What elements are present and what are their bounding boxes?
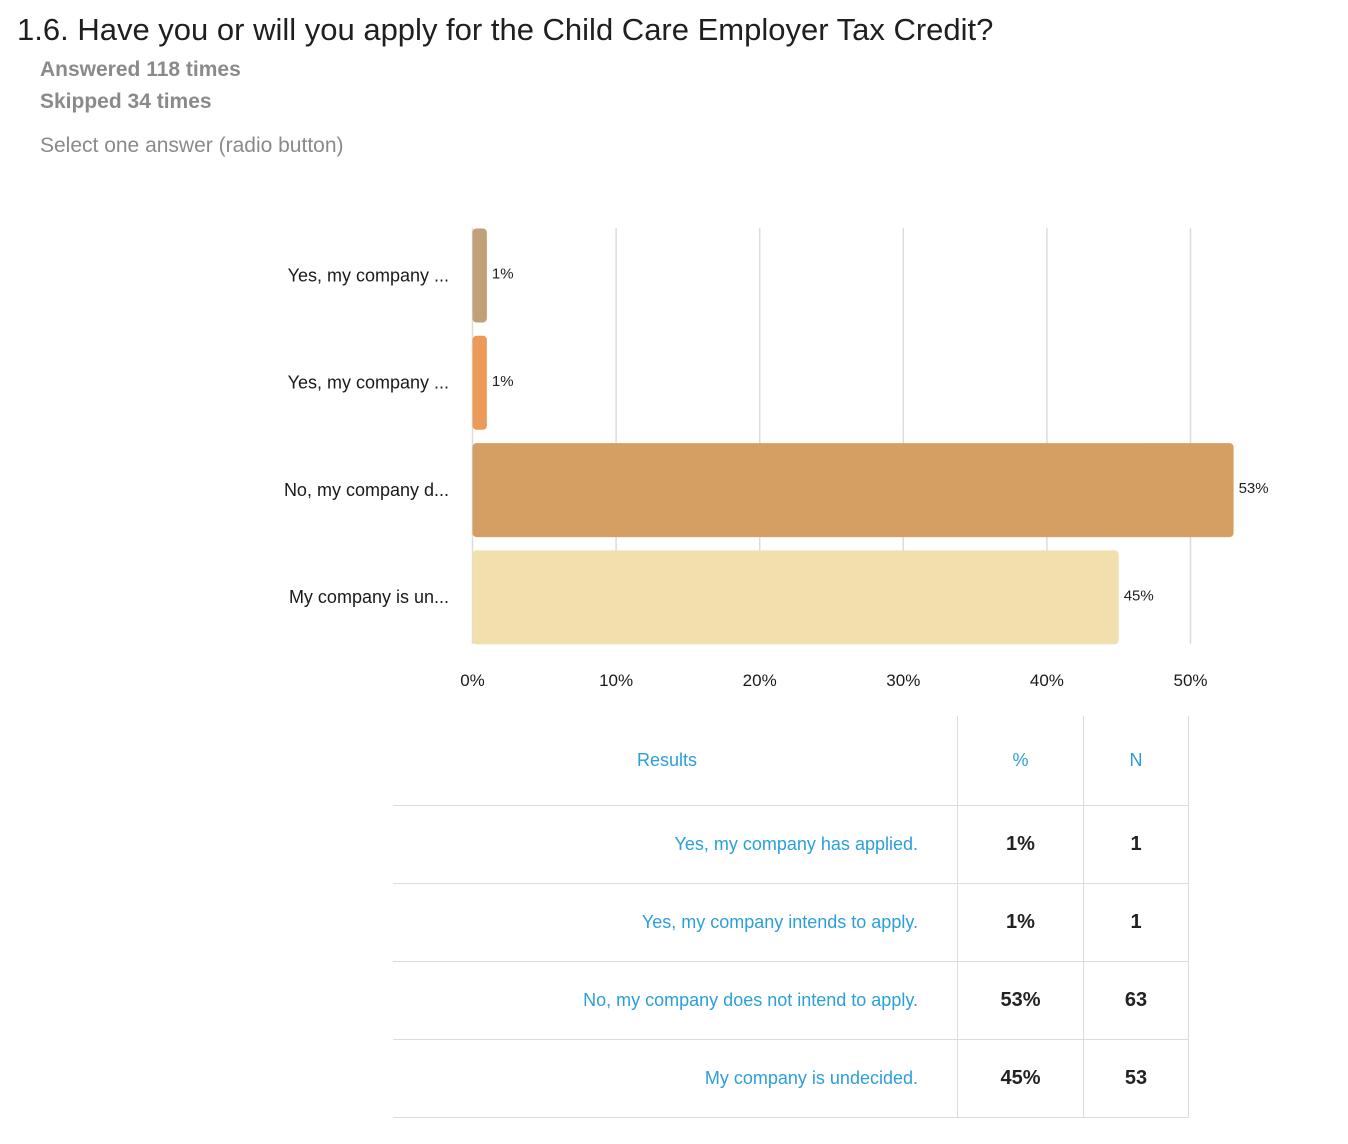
x-tick-label: 30% [886,671,920,690]
results-bar-chart: 0% 10% 20% 30% 40% 50% 1% Yes, my company ... 1%… [284,228,1269,690]
answer-percent: 1% [957,805,1084,884]
percent-header: % [957,716,1084,806]
answer-label: No, my company does not intend to apply. [393,961,958,1040]
bar [472,443,1234,538]
answer-label: Yes, my company intends to apply. [393,883,958,962]
answer-instruction: Select one answer (radio button) [40,134,344,157]
table-row: No, my company does not intend to apply.… [393,961,1189,1040]
category-label: Yes, my company ... [288,373,449,393]
table-row: My company is undecided. 45% 53 [393,1039,1189,1118]
bar [472,550,1119,645]
bar [472,228,487,323]
bar-value-label: 1% [492,373,514,390]
answer-count: 1 [1083,883,1189,962]
skipped-count: Skipped 34 times [40,90,212,113]
x-tick-label: 10% [599,671,633,690]
answer-percent: 1% [957,883,1084,962]
answer-count: 63 [1083,961,1189,1040]
results-table: Results % N Yes, my company has applied.… [393,716,1189,1118]
table-header-row: Results % N [393,716,1189,806]
answer-percent: 45% [957,1039,1084,1118]
answer-label: My company is undecided. [393,1039,958,1118]
x-tick-label: 20% [743,671,777,690]
answer-count: 1 [1083,805,1189,884]
table-row: Yes, my company intends to apply. 1% 1 [393,883,1189,962]
table-row: Yes, my company has applied. 1% 1 [393,805,1189,884]
bar-value-label: 45% [1124,587,1154,604]
question-title: 1.6. Have you or will you apply for the … [17,12,994,47]
answer-percent: 53% [957,961,1084,1040]
answer-count: 53 [1083,1039,1189,1118]
bar-value-label: 53% [1239,480,1269,497]
category-label: Yes, my company ... [288,265,449,285]
n-header: N [1083,716,1189,806]
x-tick-label: 0% [460,671,485,690]
category-label: No, my company d... [284,480,449,500]
bar [472,335,487,430]
answered-count: Answered 118 times [40,58,241,81]
answer-label: Yes, my company has applied. [393,805,958,884]
x-tick-label: 50% [1173,671,1207,690]
x-tick-label: 40% [1030,671,1064,690]
category-label: My company is un... [289,587,449,607]
bar-value-label: 1% [492,265,514,282]
results-header: Results [393,716,958,806]
